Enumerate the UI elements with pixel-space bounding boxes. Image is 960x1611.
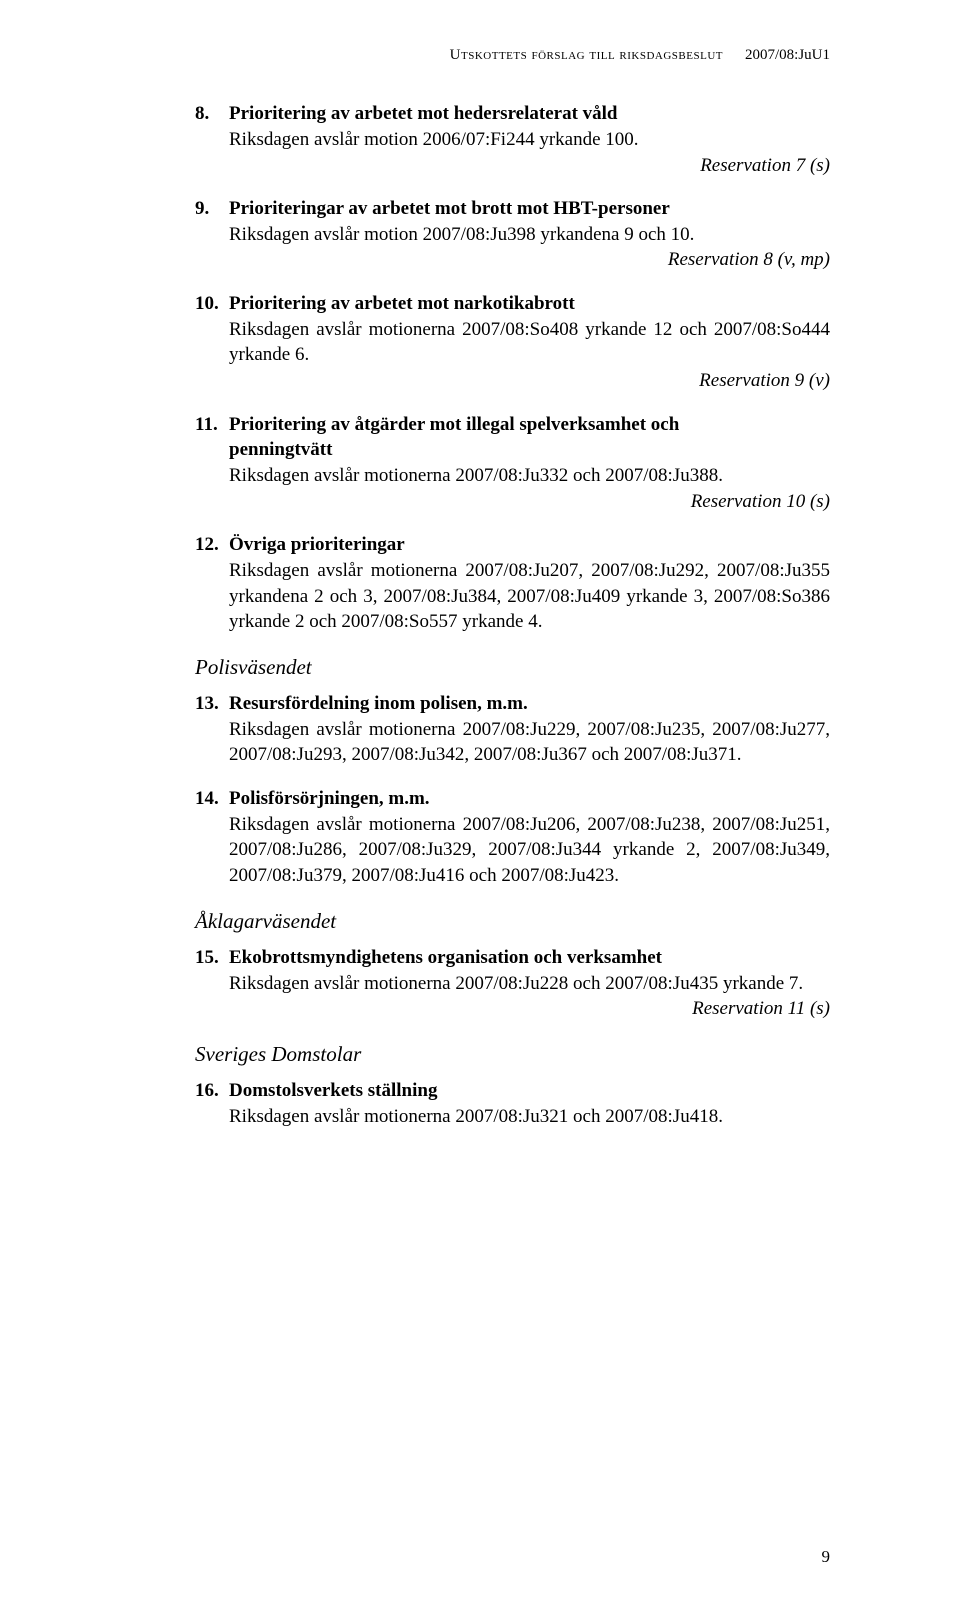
item-reservation: Reservation 9 (v) — [195, 368, 830, 394]
item-number: 12. — [195, 532, 229, 558]
item-number: 10. — [195, 291, 229, 317]
page-header: Utskottets förslag till riksdagsbeslut 2… — [195, 45, 830, 65]
list-item: 10. Prioritering av arbetet mot narkotik… — [195, 291, 830, 394]
item-body: Riksdagen avslår motion 2006/07:Fi244 yr… — [195, 127, 830, 153]
item-title: Polisförsörjningen, m.m. — [229, 786, 430, 812]
item-body: Riksdagen avslår motionerna 2007/08:Ju22… — [195, 717, 830, 768]
item-reservation: Reservation 7 (s) — [195, 153, 830, 179]
item-title: Resursfördelning inom polisen, m.m. — [229, 691, 528, 717]
document-page: Utskottets förslag till riksdagsbeslut 2… — [0, 0, 960, 1611]
page-number: 9 — [822, 1546, 831, 1569]
item-title-line2: penningtvätt — [229, 437, 679, 463]
list-item: 9. Prioriteringar av arbetet mot brott m… — [195, 196, 830, 273]
item-heading: 8. Prioritering av arbetet mot hedersrel… — [195, 101, 830, 127]
item-number: 8. — [195, 101, 229, 127]
item-heading: 15. Ekobrottsmyndighetens organisation o… — [195, 945, 830, 971]
item-number: 13. — [195, 691, 229, 717]
list-item: 11. Prioritering av åtgärder mot illegal… — [195, 412, 830, 515]
item-body: Riksdagen avslår motionerna 2007/08:Ju20… — [195, 558, 830, 635]
item-heading: 14. Polisförsörjningen, m.m. — [195, 786, 830, 812]
item-title-line1: Prioritering av åtgärder mot illegal spe… — [229, 412, 679, 438]
list-item: 8. Prioritering av arbetet mot hedersrel… — [195, 101, 830, 178]
item-number: 9. — [195, 196, 229, 222]
item-heading: 10. Prioritering av arbetet mot narkotik… — [195, 291, 830, 317]
item-reservation: Reservation 8 (v, mp) — [195, 247, 830, 273]
list-item: 14. Polisförsörjningen, m.m. Riksdagen a… — [195, 786, 830, 889]
item-reservation: Reservation 10 (s) — [195, 489, 830, 515]
item-body: Riksdagen avslår motionerna 2007/08:Ju32… — [195, 1104, 830, 1130]
item-body: Riksdagen avslår motionerna 2007/08:Ju22… — [195, 971, 830, 997]
item-heading: 9. Prioriteringar av arbetet mot brott m… — [195, 196, 830, 222]
section-heading-aklagar: Åklagarväsendet — [195, 907, 830, 935]
item-body: Riksdagen avslår motionerna 2007/08:Ju20… — [195, 812, 830, 889]
header-left: Utskottets förslag till riksdagsbeslut — [450, 45, 723, 65]
item-body: Riksdagen avslår motionerna 2007/08:Ju33… — [195, 463, 830, 489]
item-number: 15. — [195, 945, 229, 971]
item-number: 16. — [195, 1078, 229, 1104]
list-item: 13. Resursfördelning inom polisen, m.m. … — [195, 691, 830, 768]
item-heading: 12. Övriga prioriteringar — [195, 532, 830, 558]
item-body: Riksdagen avslår motionerna 2007/08:So40… — [195, 317, 830, 368]
section-heading-polis: Polisväsendet — [195, 653, 830, 681]
item-body: Riksdagen avslår motion 2007/08:Ju398 yr… — [195, 222, 830, 248]
list-item: 16. Domstolsverkets ställning Riksdagen … — [195, 1078, 830, 1129]
item-title: Ekobrottsmyndighetens organisation och v… — [229, 945, 662, 971]
item-title: Domstolsverkets ställning — [229, 1078, 437, 1104]
item-title: Prioritering av arbetet mot hedersrelate… — [229, 101, 618, 127]
item-number: 14. — [195, 786, 229, 812]
item-title-wrap: Prioritering av åtgärder mot illegal spe… — [229, 412, 679, 463]
item-title: Prioritering av arbetet mot narkotikabro… — [229, 291, 575, 317]
list-item: 12. Övriga prioriteringar Riksdagen avsl… — [195, 532, 830, 635]
item-heading: 11. Prioritering av åtgärder mot illegal… — [195, 412, 830, 463]
item-heading: 16. Domstolsverkets ställning — [195, 1078, 830, 1104]
header-right: 2007/08:JuU1 — [745, 45, 830, 65]
list-item: 15. Ekobrottsmyndighetens organisation o… — [195, 945, 830, 1022]
item-reservation: Reservation 11 (s) — [195, 996, 830, 1022]
item-title: Prioriteringar av arbetet mot brott mot … — [229, 196, 670, 222]
section-heading-domstol: Sveriges Domstolar — [195, 1040, 830, 1068]
item-number: 11. — [195, 412, 229, 463]
item-heading: 13. Resursfördelning inom polisen, m.m. — [195, 691, 830, 717]
item-title: Övriga prioriteringar — [229, 532, 405, 558]
